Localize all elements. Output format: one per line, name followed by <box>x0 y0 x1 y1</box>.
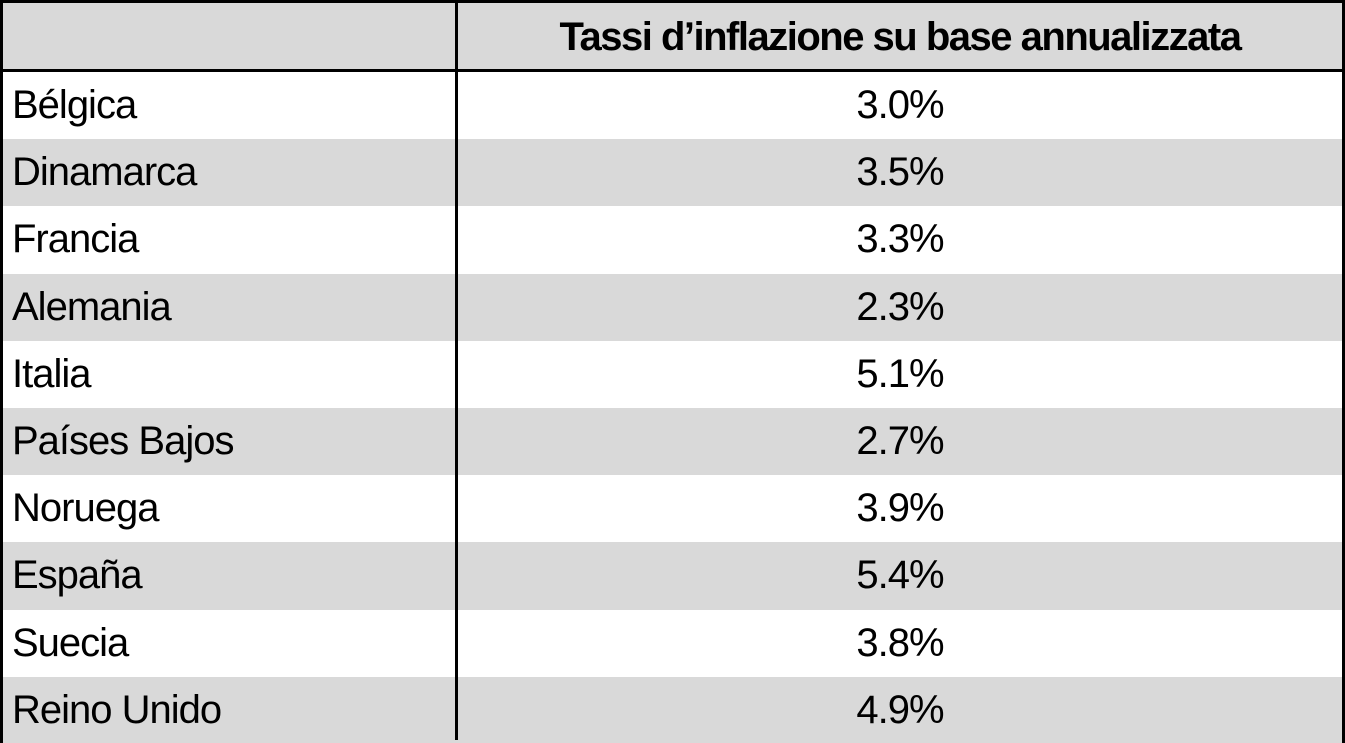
value-cell: 3.0% <box>856 83 944 127</box>
value-cell: 4.9% <box>856 687 944 732</box>
table-row: Noruega 3.9% <box>3 475 1342 542</box>
country-cell: Suecia <box>12 620 129 665</box>
table-row: Alemania 2.3% <box>3 273 1342 341</box>
table-row: Bélgica 3.0% <box>3 72 1342 139</box>
value-cell: 2.3% <box>856 284 944 329</box>
table-row: Países Bajos 2.7% <box>3 408 1342 476</box>
country-cell: España <box>12 553 143 598</box>
value-cell: 5.4% <box>856 553 944 598</box>
country-cell: Italia <box>12 351 91 396</box>
value-cell: 3.8% <box>856 620 944 665</box>
value-cell: 5.1% <box>856 351 944 396</box>
table-row: Italia 5.1% <box>3 341 1342 408</box>
country-cell: Dinamarca <box>12 150 197 195</box>
table-row: Dinamarca 3.5% <box>3 139 1342 207</box>
country-cell: Bélgica <box>12 83 137 127</box>
header-row: Tassi d’inflazione su base annualizzata <box>3 3 1342 72</box>
country-cell: Alemania <box>12 284 172 329</box>
header-cell: Tassi d’inflazione su base annualizzata <box>559 15 1242 59</box>
value-cell: 3.9% <box>856 486 944 531</box>
column-divider <box>455 3 458 740</box>
country-cell: Países Bajos <box>12 419 234 463</box>
value-cell: 3.5% <box>856 150 944 195</box>
country-cell: Francia <box>12 217 139 262</box>
country-cell: Noruega <box>12 486 159 531</box>
country-cell: Reino Unido <box>12 687 222 732</box>
table-row: Francia 3.3% <box>3 206 1342 273</box>
table-row: Suecia 3.8% <box>3 610 1342 677</box>
value-cell: 2.7% <box>856 419 944 463</box>
value-cell: 3.3% <box>856 217 944 262</box>
table-row: Reino Unido 4.9% <box>3 676 1342 743</box>
table-row: España 5.4% <box>3 542 1342 610</box>
